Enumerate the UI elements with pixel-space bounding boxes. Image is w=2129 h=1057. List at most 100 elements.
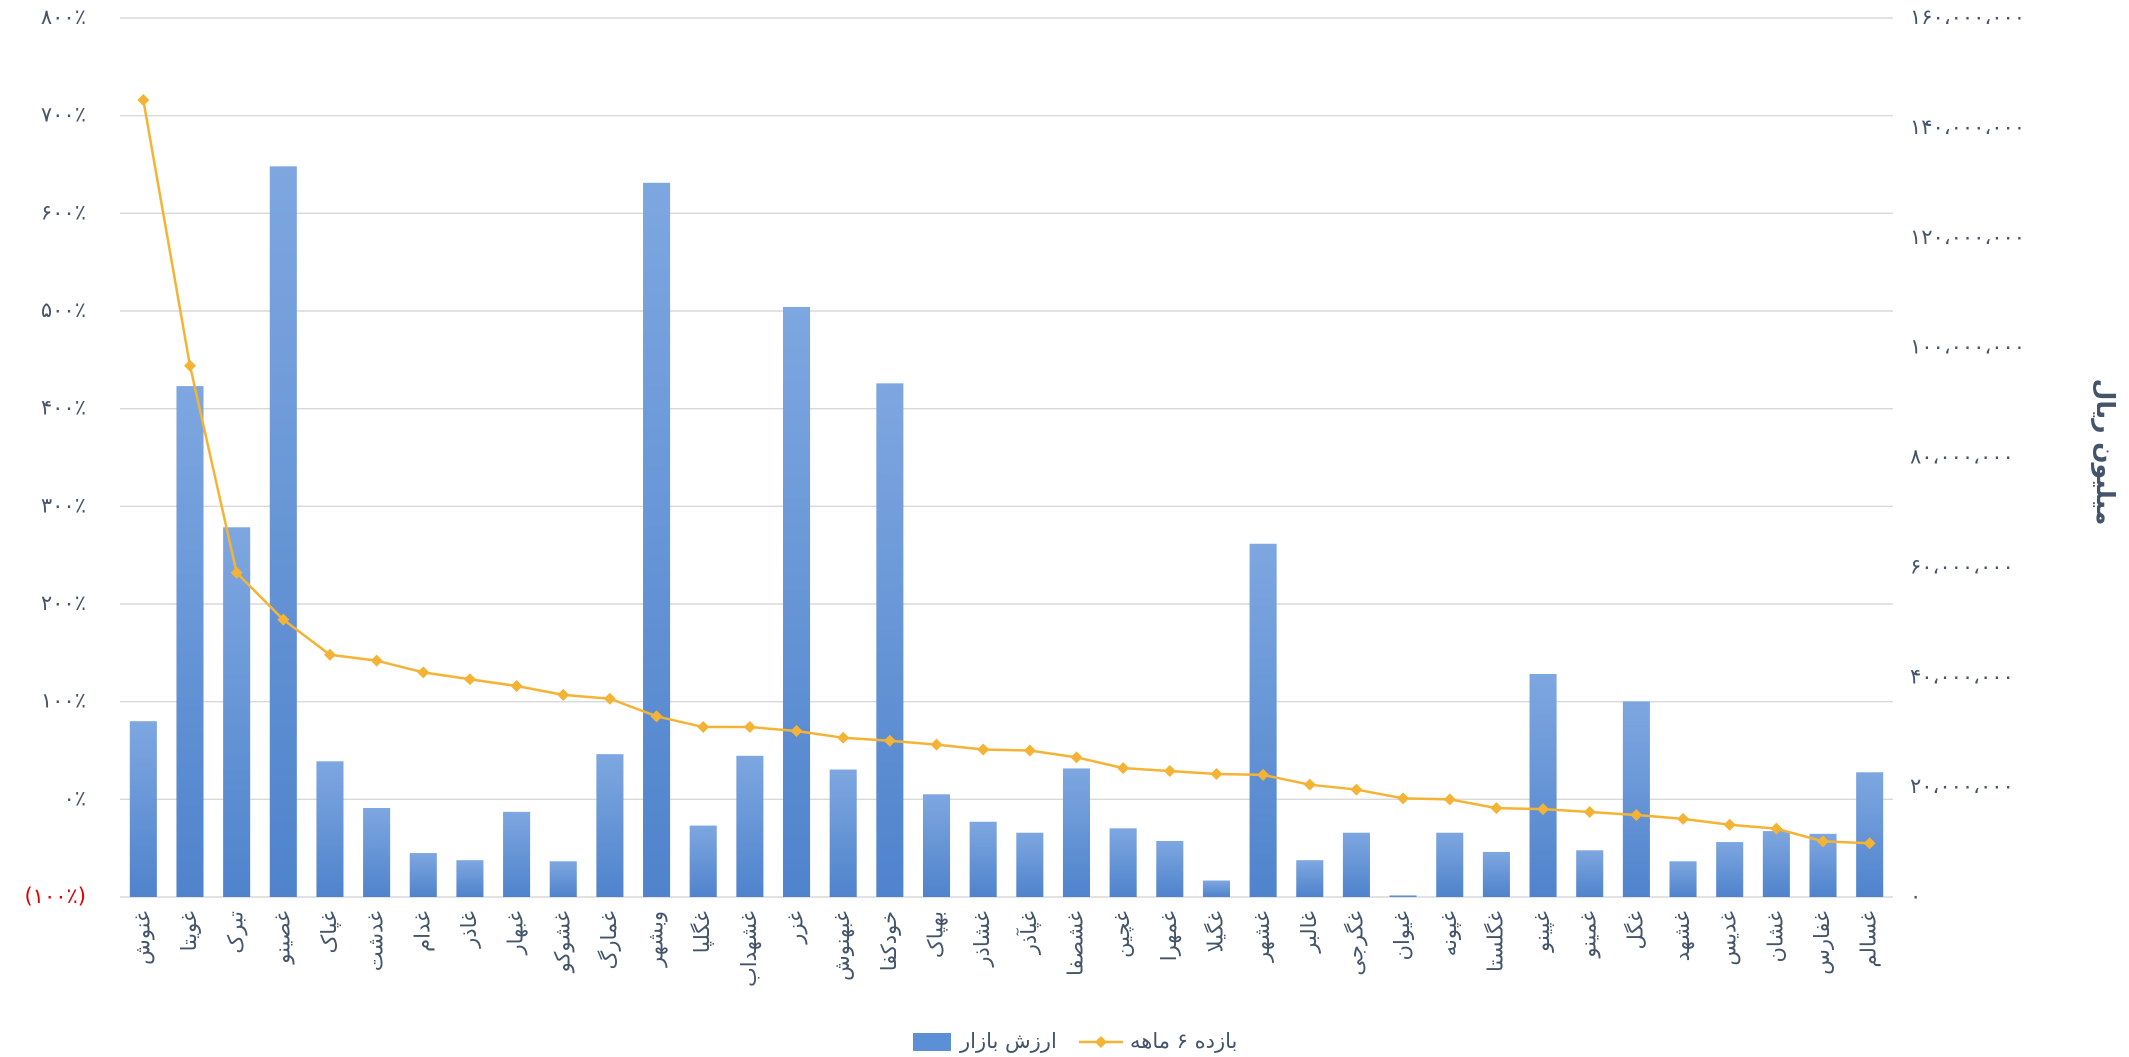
line-marker: [1257, 768, 1270, 781]
y2-tick-label: ۰: [1910, 884, 1921, 908]
x-tick-label: غشوکو: [550, 911, 574, 973]
y-tick-label: ۶۰۰٪: [41, 200, 86, 224]
bar: [1202, 880, 1230, 897]
line: [142, 99, 1870, 845]
legend-swatch: [913, 1033, 951, 1051]
x-tick-label: غویتا: [177, 911, 201, 951]
x-tick-label: غپآذر: [1016, 911, 1041, 955]
line-marker: [1350, 783, 1363, 796]
x-tick-label: بهپاک: [924, 911, 948, 958]
bar: [1669, 861, 1697, 897]
y2-axis-title: میلیون ریال: [2090, 379, 2120, 526]
y2-tick-label: ۱۲۰،۰۰۰،۰۰۰: [1910, 225, 2025, 249]
bar: [829, 769, 857, 897]
x-tick-label: غالبر: [1297, 911, 1321, 954]
bar: [1296, 860, 1324, 897]
bar: [409, 853, 437, 897]
x-tick-label: خودکفا: [877, 911, 901, 971]
bar: [316, 761, 344, 897]
line-marker: [977, 743, 990, 756]
x-tick-label: غشان: [1763, 911, 1787, 963]
line-marker: [743, 721, 756, 734]
y2-tick-label: ۸۰،۰۰۰،۰۰۰: [1910, 445, 2014, 469]
bar: [1576, 850, 1604, 897]
bar: [1062, 768, 1091, 897]
bar: [1109, 828, 1137, 897]
bar: [969, 821, 997, 897]
bar: [1762, 831, 1790, 897]
x-tick-label: غصینو: [270, 911, 294, 965]
y2-tick-label: ۱۶۰،۰۰۰،۰۰۰: [1910, 5, 2025, 29]
bar: [736, 755, 764, 897]
bar: [689, 825, 717, 897]
line-marker: [277, 613, 290, 626]
line-marker: [230, 566, 243, 579]
x-tick-label: غشاذر: [970, 911, 994, 968]
line-marker: [1163, 765, 1176, 778]
y2-tick-label: ۲۰،۰۰۰،۰۰۰: [1910, 774, 2014, 798]
y-tick-label: (۱۰۰٪): [24, 884, 86, 908]
y-tick-label: ۷۰۰٪: [41, 103, 86, 127]
bar: [269, 166, 297, 898]
line-marker: [1863, 837, 1876, 850]
bar: [1482, 851, 1510, 897]
bar: [176, 386, 204, 897]
line-marker: [1677, 812, 1690, 825]
x-tick-label: غگلپا: [690, 911, 714, 953]
x-tick-label: غمینو: [1577, 911, 1601, 959]
y-tick-label: ۰٪: [63, 786, 86, 810]
line-marker: [790, 724, 803, 737]
x-tick-label: غپینو: [1530, 911, 1554, 953]
line-marker: [650, 710, 663, 723]
legend-marker: [1095, 1036, 1107, 1048]
bar: [876, 383, 904, 898]
y-tick-label: ۵۰۰٪: [41, 298, 86, 322]
x-tick-label: غچین: [1110, 911, 1134, 958]
line-marker: [1117, 762, 1130, 775]
bar: [1389, 895, 1417, 897]
line-marker: [697, 721, 710, 734]
x-tick-label: غگلستا: [1483, 911, 1507, 972]
line-marker: [1023, 744, 1036, 757]
y2-tick-label: ۶۰،۰۰۰،۰۰۰: [1910, 554, 2014, 578]
x-tick-label: غدام: [410, 911, 434, 952]
line-marker: [137, 94, 150, 107]
y2-tick-label: ۴۰،۰۰۰،۰۰۰: [1910, 664, 2014, 688]
bar: [129, 721, 157, 897]
bar: [503, 811, 531, 897]
bar: [1622, 701, 1650, 897]
x-tick-label: غگیلا: [1203, 911, 1227, 952]
y-tick-label: ۲۰۰٪: [41, 591, 86, 615]
line-marker: [1817, 835, 1830, 848]
y-tick-label: ۴۰۰٪: [41, 396, 86, 420]
x-tick-label: غشصفا: [1063, 911, 1087, 976]
x-tick-label: غفارس: [1810, 911, 1834, 975]
line-marker: [1537, 803, 1550, 816]
x-tick-label: غیوان: [1390, 911, 1414, 960]
line-marker: [417, 666, 430, 679]
x-tick-label: غمهرا: [1157, 911, 1181, 961]
line-marker: [1583, 806, 1596, 819]
line-marker: [1723, 818, 1736, 831]
x-tick-label: غمارگ: [597, 911, 621, 969]
line-marker: [603, 692, 616, 705]
x-tick-label: وبشهر: [644, 911, 668, 968]
line-marker: [510, 680, 523, 693]
line-marker: [323, 648, 336, 661]
y-tick-label: ۱۰۰٪: [41, 689, 86, 713]
line-marker: [837, 731, 850, 744]
line-marker: [1770, 822, 1783, 835]
bar: [456, 860, 484, 897]
line-marker: [1070, 751, 1083, 764]
x-tick-label: غدیس: [1717, 911, 1741, 966]
x-tick-label: غشهداب: [737, 911, 761, 987]
bar: [922, 794, 951, 897]
line-marker: [183, 359, 196, 372]
bar: [363, 808, 391, 897]
x-tick-label: غپاک: [317, 911, 341, 954]
bar: [1856, 772, 1884, 897]
y2-tick-label: ۱۴۰،۰۰۰،۰۰۰: [1910, 115, 2025, 139]
y-tick-label: ۳۰۰٪: [41, 493, 86, 517]
x-tick-label: غدشت: [364, 911, 388, 971]
